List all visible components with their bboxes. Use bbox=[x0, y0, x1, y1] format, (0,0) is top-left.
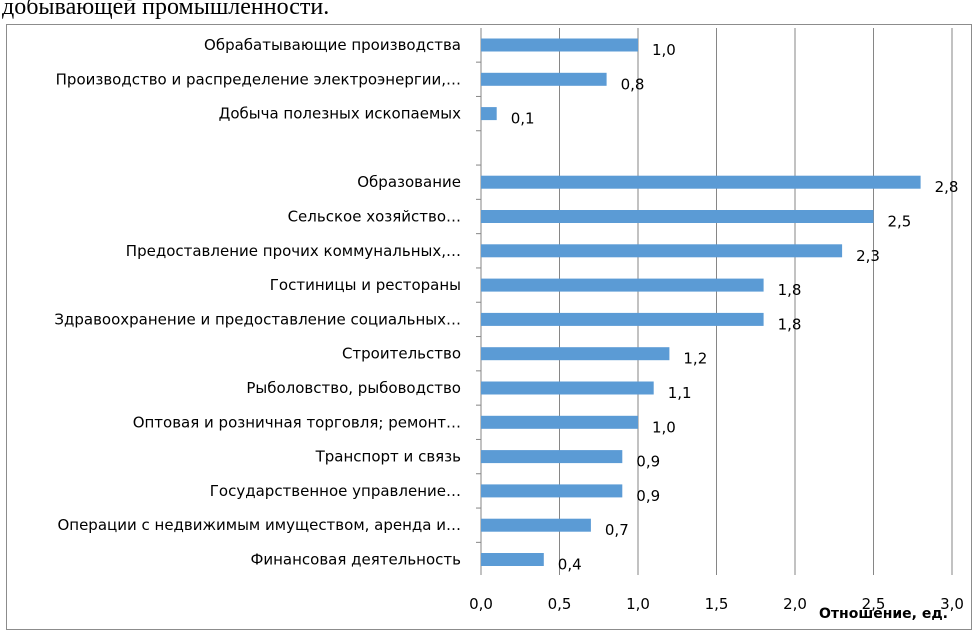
x-tick-label: 1,5 bbox=[705, 595, 729, 613]
page-heading: добывающей промышленности. bbox=[2, 0, 330, 20]
data-label: 0,7 bbox=[605, 521, 629, 539]
data-label: 1,2 bbox=[683, 350, 707, 368]
x-tick-label: 0,5 bbox=[548, 595, 572, 613]
data-label: 0,9 bbox=[636, 487, 660, 505]
x-tick-label: 0,0 bbox=[469, 595, 493, 613]
x-axis-title: Отношение, ед. bbox=[819, 606, 948, 622]
category-label: Финансовая деятельность bbox=[250, 551, 461, 569]
bar-layer bbox=[481, 38, 921, 566]
data-label: 0,9 bbox=[636, 453, 660, 471]
category-label: Гостиницы и рестораны bbox=[270, 276, 461, 294]
data-label: 2,8 bbox=[935, 178, 959, 196]
data-label: 1,8 bbox=[778, 315, 802, 333]
category-label: Операции с недвижимым имуществом, аренда… bbox=[57, 516, 461, 534]
data-label: 1,1 bbox=[668, 384, 692, 402]
data-label: 0,8 bbox=[621, 75, 645, 93]
bar bbox=[481, 107, 497, 121]
bar bbox=[481, 553, 544, 566]
category-label: Транспорт и связь bbox=[315, 448, 461, 466]
bar bbox=[481, 518, 591, 532]
bar bbox=[481, 210, 874, 223]
data-label: 0,4 bbox=[558, 556, 582, 574]
category-label: Оптовая и розничная торговля; ремонт… bbox=[133, 413, 461, 431]
bar bbox=[481, 72, 607, 86]
category-label: Добыча полезных ископаемых bbox=[219, 105, 462, 123]
bar bbox=[481, 450, 623, 464]
chart-frame bbox=[6, 24, 972, 630]
data-label: 0,1 bbox=[511, 110, 535, 128]
category-label: Государственное управление… bbox=[210, 482, 461, 500]
category-label: Рыболовство, рыбоводство bbox=[246, 379, 461, 397]
label-layer: 0,0 0,5 1,0 1,5 2,0 2,5 3,0 Обрабатывающие прои… bbox=[54, 36, 964, 613]
bar bbox=[481, 347, 670, 361]
x-tick-label: 1,0 bbox=[626, 595, 650, 613]
category-label: Здравоохранение и предоставление социаль… bbox=[54, 310, 461, 328]
category-label: Производство и распределение электроэнер… bbox=[56, 70, 461, 88]
x-tick-label: 2,0 bbox=[783, 595, 807, 613]
x-tick-label: 3,0 bbox=[940, 595, 964, 613]
data-label: 1,0 bbox=[652, 41, 676, 59]
bar bbox=[481, 38, 638, 52]
bar bbox=[481, 415, 638, 429]
x-tick-label: 2,5 bbox=[862, 595, 886, 613]
bar bbox=[481, 175, 921, 189]
data-label: 2,3 bbox=[856, 247, 880, 265]
data-label: 1,8 bbox=[778, 281, 802, 299]
bar bbox=[481, 278, 764, 292]
category-label: Образование bbox=[357, 173, 461, 191]
bar bbox=[481, 244, 843, 258]
category-label: Строительство bbox=[342, 345, 461, 363]
category-label: Предоставление прочих коммунальных,… bbox=[126, 242, 461, 260]
data-label: 2,5 bbox=[888, 213, 912, 231]
category-label: Обрабатывающие производства bbox=[204, 36, 461, 54]
bar bbox=[481, 312, 764, 326]
bar bbox=[481, 381, 654, 395]
data-label: 1,0 bbox=[652, 418, 676, 436]
category-label: Сельское хозяйство… bbox=[288, 208, 461, 226]
bar bbox=[481, 484, 623, 498]
